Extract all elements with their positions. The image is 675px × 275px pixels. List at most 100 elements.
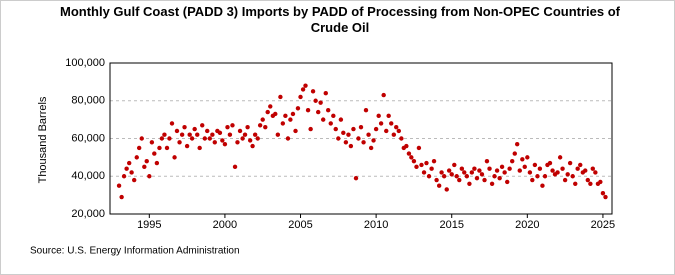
point <box>525 155 530 160</box>
point <box>179 132 185 137</box>
x-tick-label: 2010 <box>364 219 388 231</box>
point <box>210 132 215 137</box>
point <box>189 136 195 141</box>
point <box>492 174 497 179</box>
point <box>220 138 225 143</box>
point <box>260 117 265 122</box>
point <box>386 113 391 119</box>
point <box>416 145 422 151</box>
point <box>555 170 560 175</box>
point <box>517 168 522 173</box>
point <box>477 168 482 173</box>
point <box>149 140 155 145</box>
point <box>230 123 235 128</box>
x-tick-label: 2000 <box>213 219 237 231</box>
point <box>152 151 157 156</box>
point <box>598 179 603 185</box>
y-tick-label: 60,000 <box>71 132 105 144</box>
point <box>325 107 331 113</box>
point <box>512 151 517 156</box>
point <box>147 174 152 179</box>
x-tick-label: 1995 <box>137 219 161 231</box>
point <box>252 132 258 137</box>
point <box>341 130 346 136</box>
point <box>600 191 606 196</box>
point <box>263 124 268 130</box>
point <box>227 132 233 137</box>
point <box>514 141 520 147</box>
point <box>136 145 142 151</box>
point <box>116 183 122 188</box>
point <box>494 168 500 173</box>
point <box>560 166 565 171</box>
point <box>295 106 301 111</box>
point <box>394 124 399 130</box>
point <box>247 138 253 143</box>
point <box>197 145 202 151</box>
point <box>131 177 137 183</box>
point <box>338 117 344 122</box>
point <box>280 121 286 126</box>
point <box>472 166 477 171</box>
point <box>522 164 527 170</box>
point <box>157 145 162 151</box>
point <box>343 140 349 145</box>
point <box>570 174 575 179</box>
point <box>353 175 359 181</box>
point <box>288 117 293 122</box>
point <box>195 132 200 137</box>
point <box>366 132 371 137</box>
point <box>404 143 409 149</box>
point <box>184 143 190 149</box>
point <box>250 143 255 149</box>
point <box>459 166 465 171</box>
point <box>154 160 160 166</box>
point <box>588 181 593 186</box>
point <box>396 128 402 134</box>
point <box>333 126 338 132</box>
point <box>376 113 381 119</box>
point <box>547 160 553 166</box>
point <box>573 181 578 186</box>
point <box>200 123 205 128</box>
point <box>328 121 333 126</box>
point <box>434 177 439 183</box>
point <box>457 177 462 183</box>
point <box>487 166 492 171</box>
point <box>134 155 139 160</box>
point <box>419 162 424 168</box>
point <box>464 174 470 179</box>
point <box>316 109 321 115</box>
point <box>467 181 472 186</box>
point <box>174 128 180 134</box>
chart-title: Monthly Gulf Coast (PADD 3) Imports by P… <box>60 4 620 35</box>
point <box>278 94 283 100</box>
point <box>202 136 208 141</box>
point <box>603 194 608 200</box>
point <box>446 168 452 173</box>
point <box>406 151 412 156</box>
point <box>510 158 515 164</box>
point <box>583 168 588 173</box>
point <box>389 121 394 126</box>
point <box>240 136 245 141</box>
point <box>336 136 341 141</box>
point <box>305 107 311 113</box>
point <box>182 124 187 130</box>
point <box>424 160 429 166</box>
x-tick-label: 2020 <box>515 219 539 231</box>
point <box>245 124 250 130</box>
point <box>222 141 228 147</box>
point <box>310 89 316 94</box>
point <box>502 170 507 175</box>
point <box>441 174 447 179</box>
point <box>585 177 591 183</box>
y-tick-label: 100,000 <box>65 57 105 69</box>
point <box>429 166 434 171</box>
point <box>520 157 525 162</box>
point <box>426 174 432 179</box>
point <box>346 132 351 137</box>
y-axis-label: Thousand Barrels <box>37 96 49 183</box>
